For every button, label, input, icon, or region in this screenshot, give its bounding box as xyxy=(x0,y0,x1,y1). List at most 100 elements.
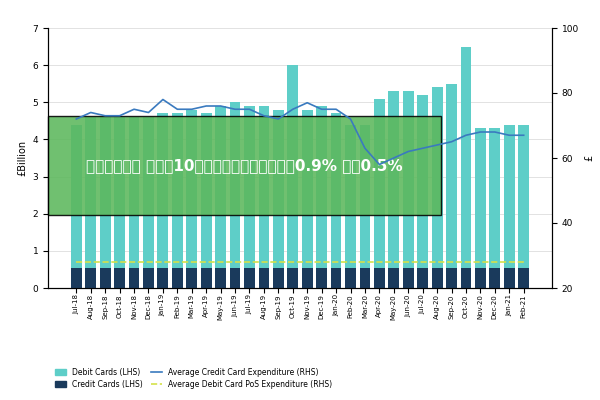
Average Debit Card PoS Expenditure (RHS) xyxy=(174,260,181,264)
Average Credit Card Expenditure (RHS) xyxy=(101,113,109,118)
Average Credit Card Expenditure (RHS) xyxy=(304,100,311,105)
Average Credit Card Expenditure (RHS) xyxy=(506,133,513,138)
Average Credit Card Expenditure (RHS) xyxy=(130,107,137,112)
Average Credit Card Expenditure (RHS) xyxy=(160,97,167,102)
Bar xyxy=(259,268,269,288)
Bar xyxy=(345,124,356,288)
Legend: Debit Cards (LHS), Credit Cards (LHS), Average Credit Card Expenditure (RHS), Av: Debit Cards (LHS), Credit Cards (LHS), A… xyxy=(52,365,335,392)
Average Debit Card PoS Expenditure (RHS) xyxy=(87,260,94,264)
Bar xyxy=(172,114,183,288)
Bar xyxy=(215,106,226,288)
Average Debit Card PoS Expenditure (RHS) xyxy=(332,260,340,264)
Average Debit Card PoS Expenditure (RHS) xyxy=(304,260,311,264)
Bar xyxy=(85,117,96,288)
Bar xyxy=(273,268,284,288)
Average Debit Card PoS Expenditure (RHS) xyxy=(433,260,440,264)
Bar xyxy=(230,268,241,288)
Average Credit Card Expenditure (RHS) xyxy=(448,139,455,144)
Bar xyxy=(504,124,515,288)
Bar xyxy=(302,110,313,288)
Bar xyxy=(403,268,413,288)
Average Credit Card Expenditure (RHS) xyxy=(318,107,325,112)
Bar xyxy=(431,268,443,288)
Average Debit Card PoS Expenditure (RHS) xyxy=(376,260,383,264)
Bar xyxy=(230,102,241,288)
Average Credit Card Expenditure (RHS) xyxy=(217,104,224,108)
Bar xyxy=(374,98,385,288)
Average Debit Card PoS Expenditure (RHS) xyxy=(419,260,426,264)
Average Debit Card PoS Expenditure (RHS) xyxy=(203,260,210,264)
Average Credit Card Expenditure (RHS) xyxy=(419,146,426,151)
Average Credit Card Expenditure (RHS) xyxy=(174,107,181,112)
Bar xyxy=(201,114,212,288)
Bar xyxy=(388,91,399,288)
Bar xyxy=(490,268,500,288)
Bar xyxy=(359,124,370,288)
Average Credit Card Expenditure (RHS) xyxy=(289,107,296,112)
Bar xyxy=(143,268,154,288)
Average Credit Card Expenditure (RHS) xyxy=(361,146,368,151)
Line: Average Credit Card Expenditure (RHS): Average Credit Card Expenditure (RHS) xyxy=(76,100,524,164)
Bar xyxy=(417,95,428,288)
Bar xyxy=(85,268,96,288)
Bar xyxy=(316,268,327,288)
Bar xyxy=(417,268,428,288)
Average Debit Card PoS Expenditure (RHS) xyxy=(232,260,239,264)
Bar xyxy=(100,268,110,288)
Average Debit Card PoS Expenditure (RHS) xyxy=(246,260,253,264)
Average Credit Card Expenditure (RHS) xyxy=(376,162,383,167)
Bar xyxy=(143,117,154,288)
Bar xyxy=(244,106,255,288)
Average Credit Card Expenditure (RHS) xyxy=(433,142,440,147)
Bar xyxy=(172,268,183,288)
Average Debit Card PoS Expenditure (RHS) xyxy=(448,260,455,264)
Average Debit Card PoS Expenditure (RHS) xyxy=(101,260,109,264)
Bar xyxy=(446,268,457,288)
Bar xyxy=(403,91,413,288)
Average Debit Card PoS Expenditure (RHS) xyxy=(145,260,152,264)
Average Credit Card Expenditure (RHS) xyxy=(73,117,80,122)
Bar xyxy=(446,84,457,288)
Bar xyxy=(518,124,529,288)
Bar xyxy=(201,268,212,288)
Bar xyxy=(475,268,486,288)
Bar xyxy=(259,106,269,288)
Bar xyxy=(461,268,472,288)
Bar xyxy=(302,268,313,288)
Text: 实盘杠杆开户 新西兰10月食品价格指数环比下降0.9% 前値0.5%: 实盘杠杆开户 新西兰10月食品价格指数环比下降0.9% 前値0.5% xyxy=(86,158,403,173)
FancyBboxPatch shape xyxy=(48,116,441,215)
Bar xyxy=(388,268,399,288)
Bar xyxy=(100,117,110,288)
Average Credit Card Expenditure (RHS) xyxy=(87,110,94,115)
Bar xyxy=(128,117,139,288)
Bar xyxy=(273,110,284,288)
Average Credit Card Expenditure (RHS) xyxy=(347,117,354,122)
Bar xyxy=(518,268,529,288)
Bar xyxy=(431,88,443,288)
Bar xyxy=(114,268,125,288)
Bar xyxy=(215,268,226,288)
Bar xyxy=(345,268,356,288)
Average Debit Card PoS Expenditure (RHS) xyxy=(506,260,513,264)
Bar xyxy=(331,114,341,288)
Bar xyxy=(71,268,82,288)
Bar xyxy=(157,114,169,288)
Average Credit Card Expenditure (RHS) xyxy=(463,133,470,138)
Average Debit Card PoS Expenditure (RHS) xyxy=(260,260,268,264)
Bar xyxy=(475,128,486,288)
Bar xyxy=(157,268,169,288)
Average Debit Card PoS Expenditure (RHS) xyxy=(73,260,80,264)
Average Credit Card Expenditure (RHS) xyxy=(116,113,123,118)
Average Debit Card PoS Expenditure (RHS) xyxy=(404,260,412,264)
Average Debit Card PoS Expenditure (RHS) xyxy=(116,260,123,264)
Bar xyxy=(71,124,82,288)
Bar xyxy=(114,117,125,288)
Average Credit Card Expenditure (RHS) xyxy=(246,107,253,112)
Bar xyxy=(359,268,370,288)
Bar xyxy=(244,268,255,288)
Bar xyxy=(187,110,197,288)
Average Debit Card PoS Expenditure (RHS) xyxy=(463,260,470,264)
Average Debit Card PoS Expenditure (RHS) xyxy=(361,260,368,264)
Average Debit Card PoS Expenditure (RHS) xyxy=(390,260,397,264)
Average Credit Card Expenditure (RHS) xyxy=(232,107,239,112)
